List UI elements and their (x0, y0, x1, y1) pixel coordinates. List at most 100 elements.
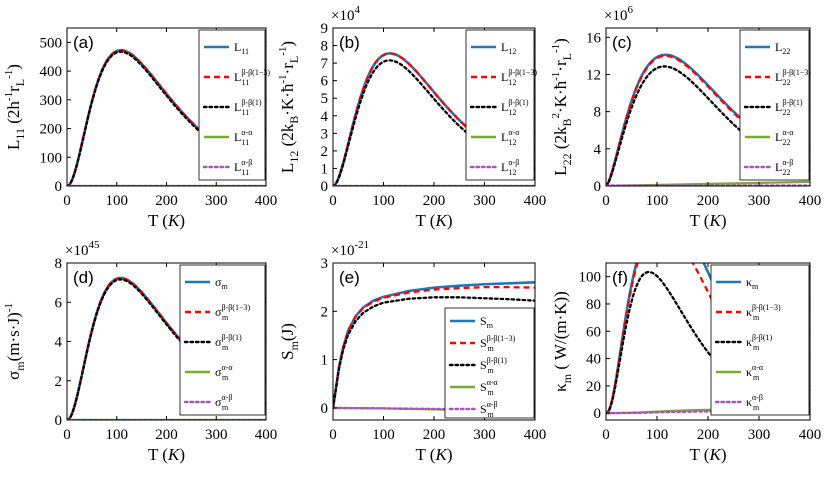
legend-label-e-3: Sα-α m (480, 378, 499, 397)
y-tick-label-a-3: 300 (40, 93, 63, 109)
legend-label-c-3: Lα-α 22 (775, 128, 794, 147)
legend-b: L12 Lβ-β(1−3) 12 Lβ-β(1) 12 Lα-α 12 Lα-β 12 (465, 29, 537, 181)
y-multiplier-c: ×106 (604, 4, 633, 24)
y-tick-label-c-1: 4 (594, 142, 602, 158)
y-tick-label-c-2: 8 (594, 105, 602, 121)
y-tick-label-c-3: 12 (586, 67, 601, 83)
legend-c: L22 Lβ-β(1−3) 22 Lβ-β(1) 22 Lα-α 22 Lα-β 22 (739, 29, 811, 181)
x-tick-label-e-2: 200 (423, 427, 446, 443)
x-tick-label-f-4: 400 (799, 427, 822, 443)
y-tick-label-f-2: 40 (586, 352, 601, 368)
chart-panel-e: 0 100 200 300 400 0 1 2 3 T (K) ×10-21 (e) Sm(J) Sm Sβ… (278, 239, 546, 464)
y-axis-label-e: Sm(J) (278, 323, 301, 360)
legend-e: Sm Sβ-β(1−3) m Sβ-β(1) m Sα-α m Sα-β m (444, 307, 535, 419)
series-line-e-0 (333, 281, 535, 409)
y-tick-label-b-5: 5 (321, 91, 329, 107)
x-tick-label-a-4: 400 (255, 193, 278, 209)
legend-label-f-3: κα-α m (746, 363, 764, 382)
y-tick-label-c-0: 0 (594, 179, 602, 195)
x-tick-label-c-1: 100 (646, 193, 669, 209)
x-axis-label-c: T (K) (689, 211, 726, 230)
legend-label-c-0: L22 (775, 40, 790, 56)
panel-label-b: (b) (339, 33, 360, 52)
x-tick-label-f-0: 0 (602, 427, 610, 443)
x-tick-label-b-3: 300 (473, 193, 496, 209)
legend-label-d-0: σm (215, 275, 228, 291)
legend-box-f (710, 264, 810, 416)
y-tick-label-b-4: 4 (321, 109, 329, 125)
x-axis-label-d: T (K) (148, 445, 185, 464)
y-axis-label-d: σm(m·s·J)-1 (3, 303, 27, 380)
series-line-e-1 (333, 286, 535, 409)
legend-label-f-0: κm (746, 275, 759, 291)
y-axis-label-a: L11 (2h-1rL-1) (3, 64, 27, 150)
legend-label-f-1: κβ-β(1−3) m (746, 303, 781, 322)
legend-label-a-4: Lα-β 11 (234, 158, 252, 177)
x-tick-label-d-2: 200 (155, 427, 178, 443)
legend-label-f-2: κβ-β(1) m (746, 333, 773, 352)
y-axis-label-b: L12 (2kB·K·ħ-1·rL-1) (277, 41, 301, 173)
legend-label-a-0: L11 (234, 40, 249, 56)
y-tick-label-b-6: 6 (321, 74, 329, 90)
x-tick-label-c-2: 200 (697, 193, 720, 209)
legend-a: L11 Lβ-β(1−3) 11 Lβ-β(1) 11 Lα-α 11 Lα-β 11 (198, 29, 270, 181)
legend-label-b-3: Lα-α 12 (501, 128, 520, 147)
y-tick-label-a-4: 400 (40, 64, 63, 80)
x-tick-label-b-1: 100 (372, 193, 395, 209)
panel-label-c: (c) (612, 33, 632, 52)
legend-label-c-2: Lβ-β(1) 22 (775, 98, 803, 117)
panel-label-a: (a) (73, 33, 94, 52)
series-line-f-2 (606, 270, 810, 415)
y-tick-label-d-2: 4 (55, 335, 63, 351)
x-tick-label-a-3: 300 (205, 193, 228, 209)
legend-label-a-3: Lα-α 11 (234, 128, 253, 147)
legend-box-e (444, 307, 535, 419)
y-tick-label-d-1: 2 (55, 374, 63, 390)
y-tick-label-a-0: 0 (55, 179, 63, 195)
y-tick-label-a-2: 200 (40, 122, 63, 138)
y-tick-label-f-4: 80 (586, 297, 601, 313)
x-tick-label-d-0: 0 (63, 427, 71, 443)
chart-panel-f: 0 100 200 300 400 0 20 40 60 80 100 T (K) (f) κm ( W/… (551, 262, 822, 464)
legend-label-e-0: Sm (480, 314, 494, 330)
x-axis-label-f: T (K) (689, 445, 726, 464)
legend-label-b-0: L12 (501, 40, 516, 56)
y-tick-label-b-0: 0 (321, 179, 329, 195)
series-line-e-2 (333, 296, 535, 410)
x-axis-label-e: T (K) (415, 445, 452, 464)
legend-f: κm κβ-β(1−3) m κβ-β(1) m κα-α m κα-β m (710, 264, 810, 416)
x-tick-label-b-2: 200 (423, 193, 446, 209)
panel-label-f: (f) (612, 268, 628, 287)
legend-label-a-1: Lβ-β(1−3) 11 (234, 68, 270, 87)
legend-label-d-1: σβ-β(1−3) m (215, 303, 250, 322)
x-tick-label-a-2: 200 (155, 193, 178, 209)
y-tick-label-a-5: 500 (40, 35, 63, 51)
y-tick-label-f-5: 100 (579, 270, 602, 286)
y-tick-label-b-1: 1 (321, 161, 329, 177)
x-tick-label-a-0: 0 (63, 193, 71, 209)
x-tick-label-b-4: 400 (524, 193, 547, 209)
legend-label-c-4: Lα-β 22 (775, 158, 793, 177)
chart-panel-d: 0 100 200 300 400 0 2 4 6 8 T (K) ×1045 (d) σm(m·s·J)… (3, 239, 277, 464)
y-multiplier-e: ×10-21 (331, 239, 369, 259)
y-tick-label-f-1: 20 (586, 379, 601, 395)
legend-label-f-4: κα-β m (746, 393, 763, 412)
x-tick-label-c-4: 400 (799, 193, 822, 209)
y-tick-label-d-3: 6 (55, 295, 63, 311)
legend-box-b (465, 29, 535, 181)
x-tick-label-e-0: 0 (329, 427, 337, 443)
y-tick-label-b-3: 3 (321, 126, 329, 142)
legend-label-b-2: Lβ-β(1) 12 (501, 98, 529, 117)
y-tick-label-b-2: 2 (321, 144, 329, 160)
y-tick-label-c-4: 16 (586, 30, 602, 46)
y-multiplier-b: ×104 (331, 4, 360, 24)
x-tick-label-e-1: 100 (372, 427, 395, 443)
chart-panel-c: 0 100 200 300 400 0 4 8 12 16 T (K) ×106 (c) L22 (2kB… (550, 4, 821, 230)
legend-label-a-2: Lβ-β(1) 11 (234, 98, 262, 117)
legend-label-d-2: σβ-β(1) m (215, 333, 242, 352)
y-tick-label-e-2: 2 (321, 304, 329, 320)
y-tick-label-f-3: 60 (586, 324, 601, 340)
x-tick-label-d-1: 100 (106, 427, 129, 443)
